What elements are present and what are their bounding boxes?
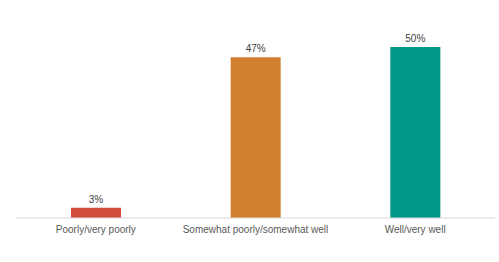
svg-text:Poorly/very poorly: Poorly/very poorly xyxy=(56,224,136,235)
svg-text:Well/very well: Well/very well xyxy=(385,224,446,235)
svg-text:47%: 47% xyxy=(246,43,266,54)
svg-text:3%: 3% xyxy=(89,194,104,205)
svg-text:50%: 50% xyxy=(405,33,425,44)
svg-text:Somewhat poorly/somewhat well: Somewhat poorly/somewhat well xyxy=(183,224,329,235)
